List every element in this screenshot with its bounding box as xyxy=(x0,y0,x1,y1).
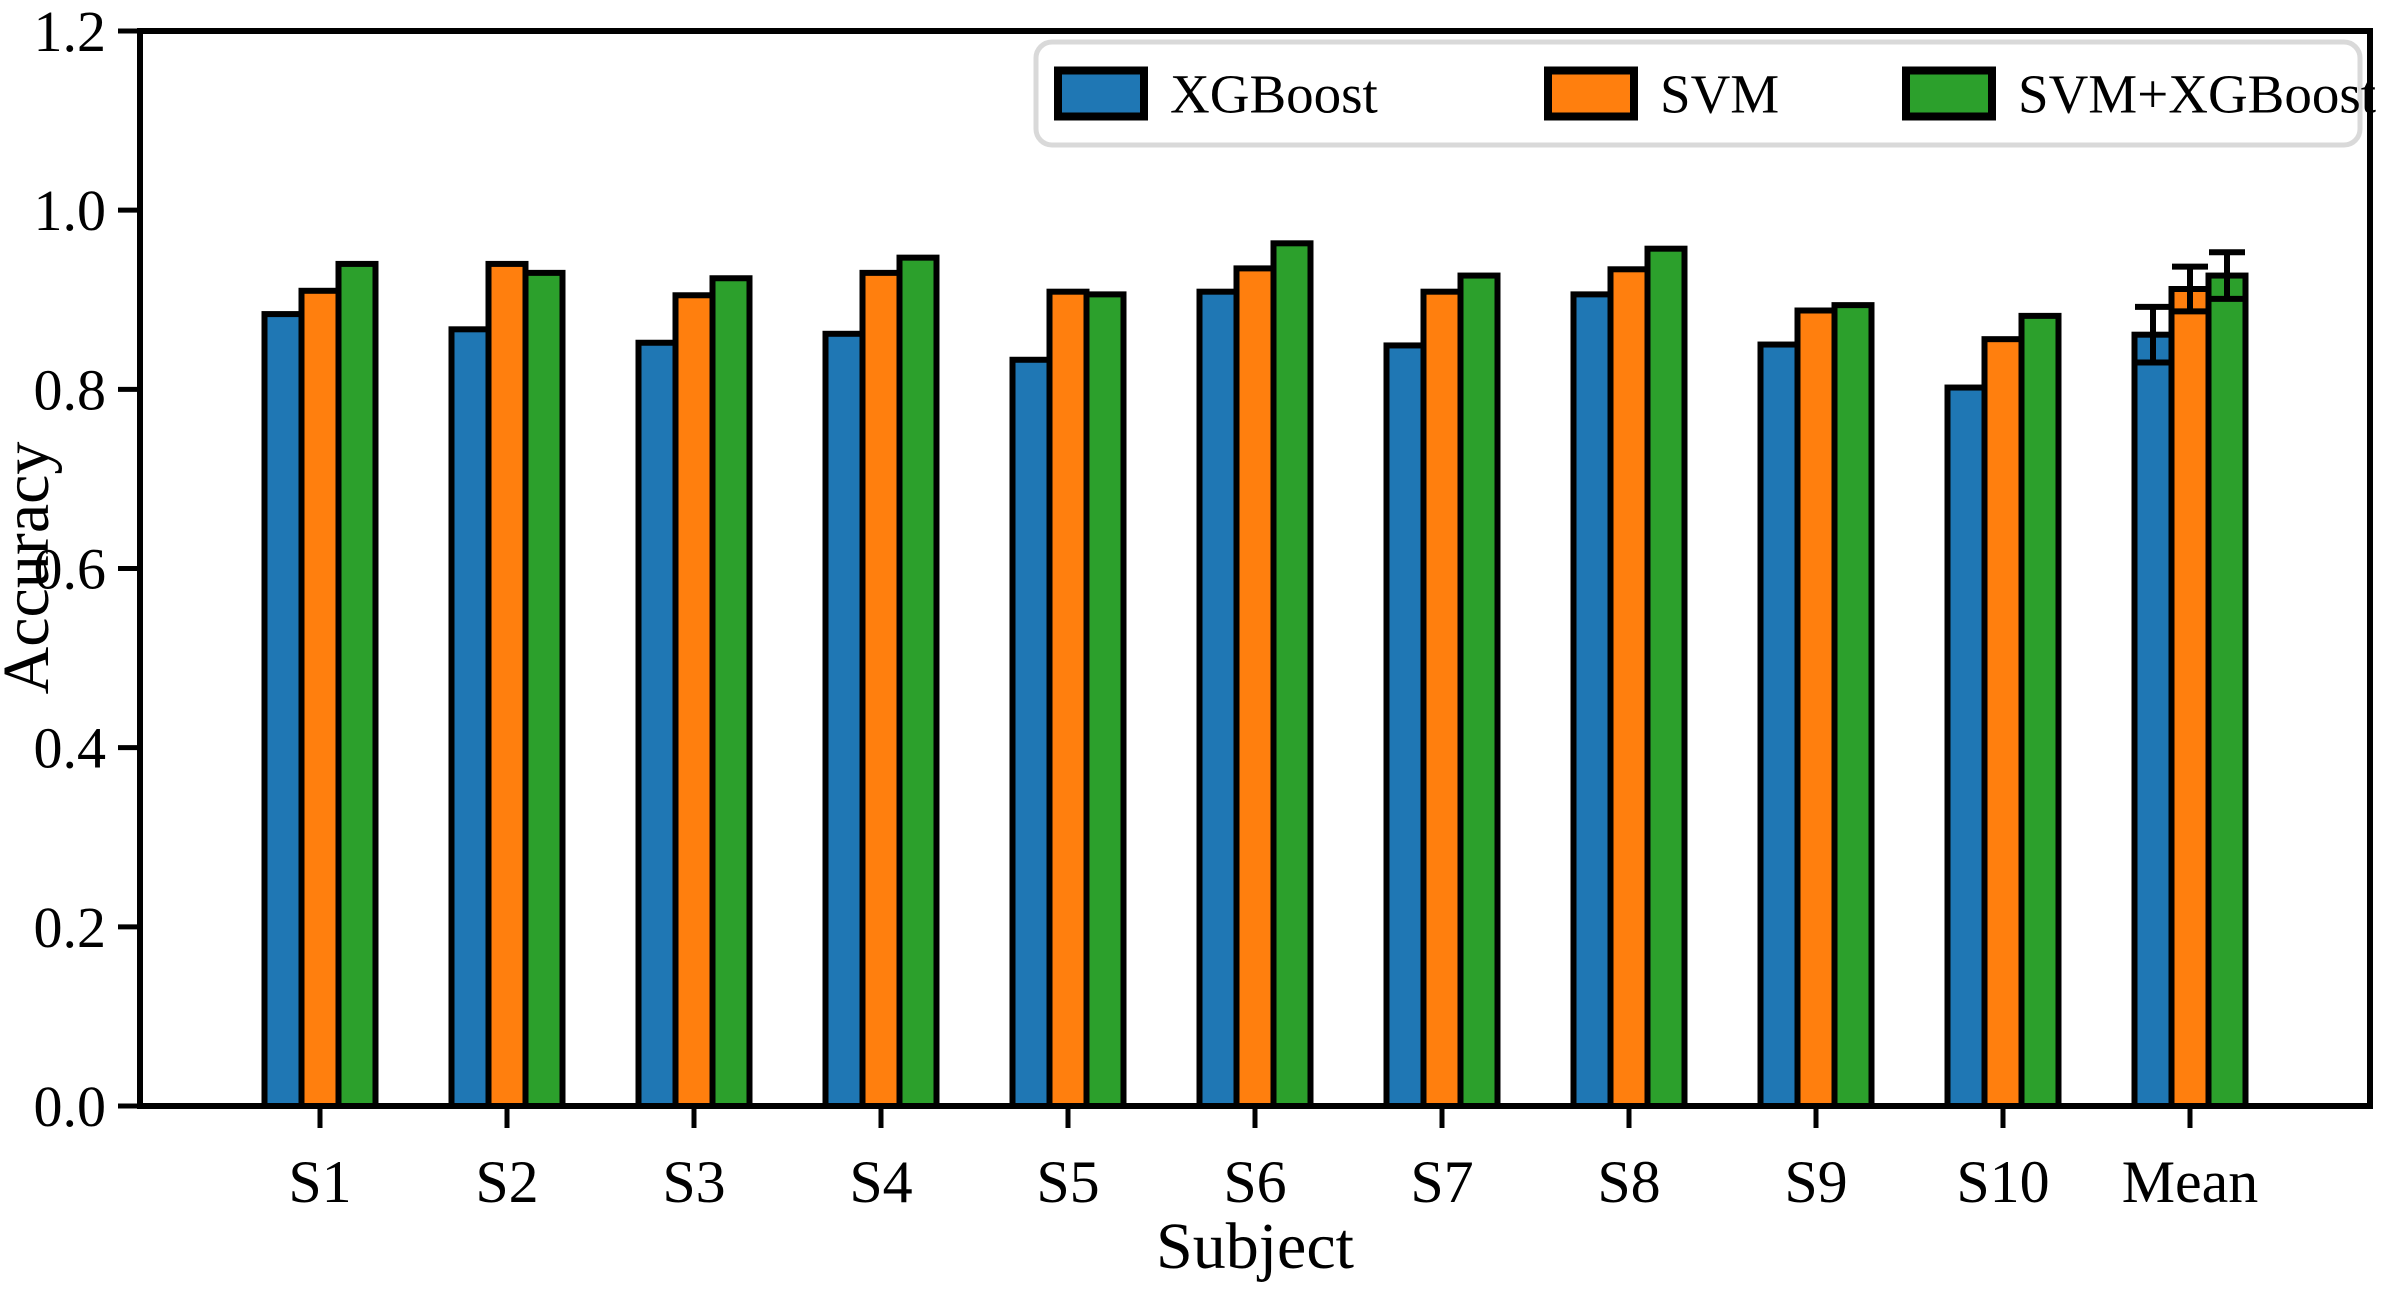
x-tick-label: S6 xyxy=(1223,1149,1286,1215)
bar-S2-SVM+XGBoost xyxy=(522,269,566,1109)
bar-S10-SVM+XGBoost xyxy=(2018,312,2062,1109)
legend-swatch-XGBoost xyxy=(1054,66,1148,121)
bar-groups xyxy=(261,240,2249,1110)
bar-S1-SVM xyxy=(298,287,342,1109)
bar-S7-SVM xyxy=(1420,288,1464,1109)
legend-swatch-SVM xyxy=(1544,66,1638,121)
legend-label-SVM+XGBoost: SVM+XGBoost xyxy=(2018,64,2376,125)
bar-S4-SVM xyxy=(859,269,903,1109)
bar-S9-XGBoost xyxy=(1757,341,1801,1109)
bar-S7-XGBoost xyxy=(1383,342,1427,1109)
bar-S6-XGBoost xyxy=(1196,288,1240,1109)
y-tick-label: 0.6 xyxy=(34,537,107,602)
bar-S8-SVM xyxy=(1607,266,1651,1109)
bar-S5-XGBoost xyxy=(1009,356,1053,1110)
y-tick-label: 0.2 xyxy=(34,895,107,960)
bar-Mean-SVM+XGBoost xyxy=(2205,272,2249,1109)
y-tick-label: 0.8 xyxy=(34,357,107,422)
x-tick-label: S3 xyxy=(662,1149,725,1215)
bar-S2-SVM xyxy=(485,260,529,1109)
bar-S5-SVM xyxy=(1046,288,1090,1109)
bar-S3-SVM+XGBoost xyxy=(709,275,753,1109)
bar-S2-XGBoost xyxy=(448,326,492,1109)
x-axis-ticks: S1 S2 S3 S4 S5 S6 S7 S8 S9 S10 Mean xyxy=(288,1106,2258,1215)
bar-S4-SVM+XGBoost xyxy=(896,254,940,1110)
bar-S6-SVM xyxy=(1233,265,1277,1110)
legend-swatch-SVM+XGBoost xyxy=(1902,66,1996,121)
y-tick-label: 0.0 xyxy=(34,1074,107,1139)
x-tick-label: S4 xyxy=(849,1149,912,1215)
y-tick-label: 0.4 xyxy=(34,716,107,781)
legend-label-XGBoost: XGBoost xyxy=(1170,64,1378,125)
x-tick-label: S1 xyxy=(288,1149,351,1215)
legend: XGBoost SVM SVM+XGBoost xyxy=(1033,39,2376,148)
x-tick-label: S2 xyxy=(475,1149,538,1215)
bar-S9-SVM xyxy=(1794,307,1838,1109)
y-tick-label: 1.2 xyxy=(34,0,107,64)
legend-frame xyxy=(1033,39,2363,148)
error-bars xyxy=(2135,249,2245,366)
bar-S4-XGBoost xyxy=(822,330,866,1109)
bar-S8-XGBoost xyxy=(1570,291,1614,1109)
x-tick-label: Mean xyxy=(2122,1149,2259,1215)
bar-S10-XGBoost xyxy=(1944,384,1988,1109)
bar-S1-SVM+XGBoost xyxy=(335,260,379,1109)
bar-S1-XGBoost xyxy=(261,311,305,1110)
bar-S6-SVM+XGBoost xyxy=(1270,240,1314,1109)
y-tick-label: 1.0 xyxy=(34,178,107,243)
x-tick-label: S10 xyxy=(1956,1149,2049,1215)
bar-Mean-XGBoost xyxy=(2131,331,2175,1109)
x-tick-label: S5 xyxy=(1036,1149,1099,1215)
bar-S8-SVM+XGBoost xyxy=(1644,245,1688,1109)
bar-S3-SVM xyxy=(672,292,716,1110)
bar-S5-SVM+XGBoost xyxy=(1083,291,1127,1109)
bar-Mean-SVM xyxy=(2168,286,2212,1109)
x-tick-label: S8 xyxy=(1597,1149,1660,1215)
x-axis-label: Subject xyxy=(1156,1210,1354,1283)
y-axis-ticks: 0.0 0.2 0.4 0.6 0.8 1.0 1.2 xyxy=(34,0,140,1139)
legend-label-SVM: SVM xyxy=(1660,64,1779,125)
bar-S7-SVM+XGBoost xyxy=(1457,272,1501,1109)
bar-S3-XGBoost xyxy=(635,339,679,1109)
y-axis-label: Accuracy xyxy=(0,442,63,695)
x-tick-label: S9 xyxy=(1784,1149,1847,1215)
x-tick-label: S7 xyxy=(1410,1149,1473,1215)
bar-S9-SVM+XGBoost xyxy=(1831,302,1875,1109)
bar-S10-SVM xyxy=(1981,336,2025,1109)
